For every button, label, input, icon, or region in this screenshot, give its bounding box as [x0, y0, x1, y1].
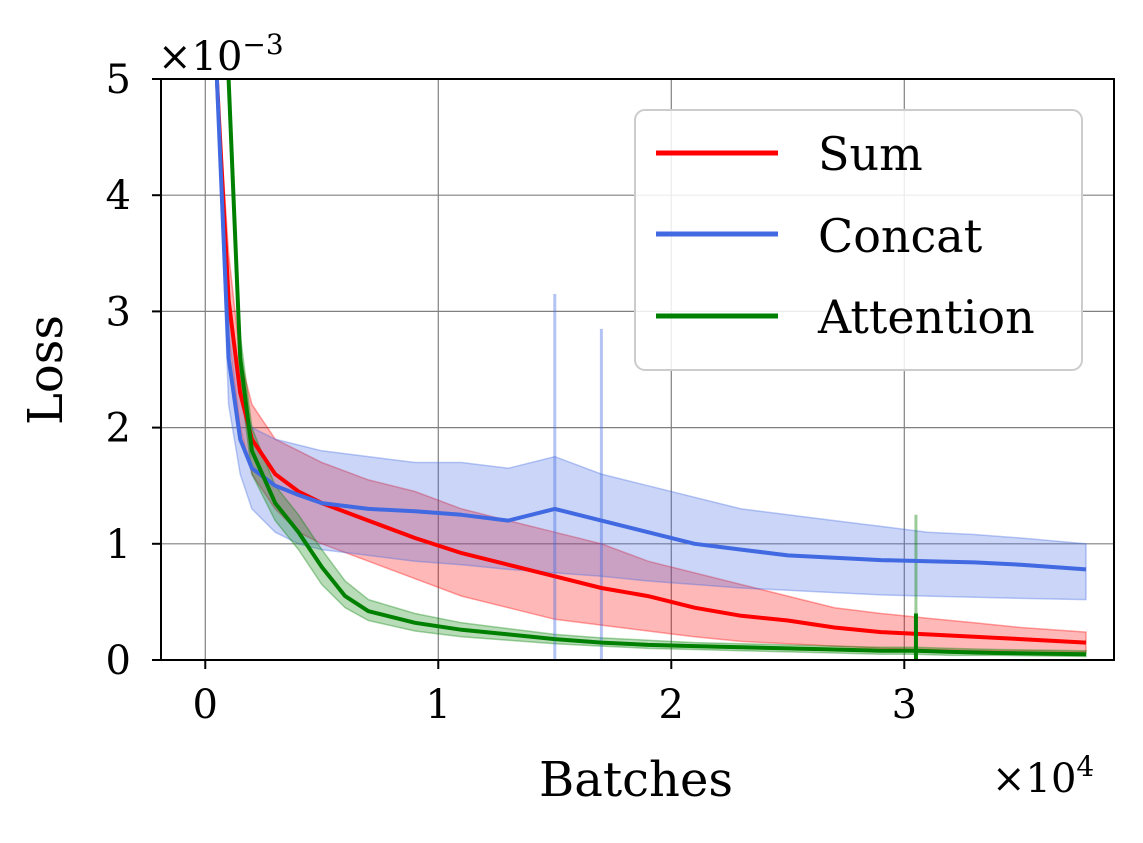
x-multiplier-exp: 4	[1076, 750, 1094, 783]
y-tick-label: 2	[106, 406, 131, 452]
x-tick-label: 1	[426, 682, 451, 728]
x-axis-label: Batches	[539, 752, 733, 808]
y-multiplier-base: ×10	[158, 34, 242, 80]
attention-line	[226, 79, 1087, 657]
legend-label-sum: Sum	[818, 127, 923, 181]
concat-line	[214, 79, 1087, 572]
y-tick-label: 0	[106, 638, 131, 684]
svg-text:×104: ×104	[992, 750, 1094, 802]
y-multiplier-exp: −3	[242, 28, 283, 61]
x-multiplier-base: ×10	[992, 756, 1076, 802]
legend-label-concat: Concat	[818, 209, 983, 263]
y-axis-label: Loss	[18, 315, 74, 425]
series-lines	[214, 79, 1087, 660]
x-tick-label: 3	[892, 682, 917, 728]
axes-frame	[160, 78, 1115, 661]
axis-ticks: 0 1 2 3 0 1 2 3 4 5	[106, 57, 917, 728]
svg-text:×10−3: ×10−3	[158, 28, 284, 80]
legend-box	[634, 109, 1083, 371]
y-tick-label: 3	[106, 289, 131, 335]
legend: Sum Concat Attention	[634, 109, 1083, 371]
x-tick-label: 2	[659, 682, 684, 728]
sum-line	[214, 79, 1087, 645]
y-multiplier: ×10−3	[158, 28, 284, 80]
concat-band	[216, 79, 1087, 601]
y-tick-label: 1	[106, 522, 131, 568]
y-tick-label: 5	[106, 57, 131, 103]
x-tick-label: 0	[193, 682, 218, 728]
x-multiplier: ×104	[992, 750, 1094, 802]
legend-label-attention: Attention	[817, 290, 1035, 344]
y-tick-label: 4	[106, 173, 131, 219]
